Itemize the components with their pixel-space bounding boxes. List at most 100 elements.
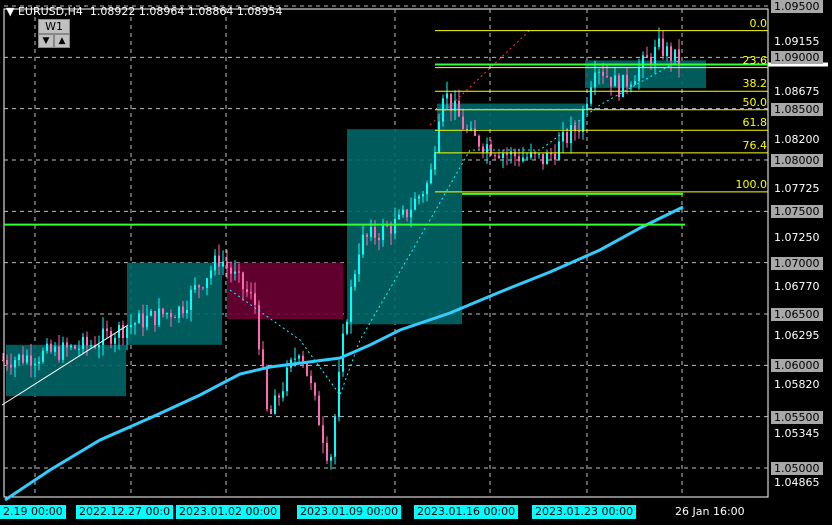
candle-body (258, 304, 260, 350)
fib-level-label: 23.6 (742, 53, 768, 67)
candle-body (90, 345, 92, 347)
price-axis-label: 1.06770 (774, 280, 820, 294)
candle-body (450, 93, 452, 111)
candle-body (226, 261, 228, 268)
candle-body (354, 274, 356, 287)
candle-body (214, 255, 216, 271)
price-axis-label: 1.07725 (774, 182, 820, 196)
price-axis-label: 1.06500 (771, 308, 823, 321)
candle-body (70, 345, 72, 348)
time-axis-label: 2023.01.23 00:00 (532, 505, 637, 519)
candle-body (358, 254, 360, 275)
price-axis-label: 1.09155 (774, 35, 820, 49)
candle-body (638, 67, 640, 82)
candle-body (502, 153, 504, 159)
time-axis-label: 2023.01.09 00:00 (297, 505, 402, 519)
candle-body (126, 327, 128, 338)
candle-body (10, 364, 12, 368)
candle-body (658, 38, 660, 47)
candle-body (518, 156, 520, 162)
candle-body (330, 456, 332, 461)
candle-body (42, 350, 44, 362)
candle-body (438, 121, 440, 153)
candle-body (182, 306, 184, 314)
candle-body (102, 328, 104, 345)
price-axis-label: 1.09000 (771, 51, 823, 65)
timeframe-button[interactable]: W1 (38, 19, 70, 34)
candle-body (570, 124, 572, 143)
fib-level-label: 76.4 (742, 138, 768, 152)
candle-body (98, 344, 100, 348)
candle-body (446, 93, 448, 99)
candle-body (298, 355, 300, 359)
candle-body (310, 375, 312, 384)
fib-level-label: 100.0 (735, 177, 768, 191)
price-axis-label: 1.06000 (771, 359, 823, 373)
timeframe-control: W1 ▼ ▲ (38, 19, 70, 48)
price-axis-label: 1.08675 (774, 84, 820, 98)
candle-body (178, 306, 180, 318)
candle-body (306, 361, 308, 376)
candle-body (150, 311, 152, 316)
candle-body (566, 131, 568, 143)
candle-body (34, 363, 36, 366)
candle-body (18, 354, 20, 361)
candle-body (122, 325, 124, 338)
candle-body (642, 55, 644, 68)
price-axis-label: 1.05345 (774, 426, 820, 440)
candle-body (646, 55, 648, 58)
candle-body (490, 144, 492, 156)
moving-average-line (4, 205, 684, 502)
candle-body (262, 349, 264, 367)
candle-body (326, 442, 328, 461)
candle-body (266, 366, 268, 410)
candle-body (406, 209, 408, 218)
candle-body (514, 151, 516, 157)
candle-body (630, 84, 632, 87)
candle-body (654, 46, 656, 64)
candle-body (162, 308, 164, 315)
candle-body (418, 196, 420, 199)
candle-body (282, 391, 284, 398)
candle-body (82, 336, 84, 349)
candle-body (374, 227, 376, 238)
candle-body (6, 360, 8, 365)
price-axis-label: 1.07000 (771, 256, 823, 270)
candle-body (274, 395, 276, 415)
candle-body (678, 49, 680, 66)
candle-body (634, 81, 636, 85)
candle-body (250, 292, 252, 294)
candle-body (602, 71, 604, 77)
candle-body (350, 286, 352, 322)
candle-body (618, 75, 620, 98)
candle-body (254, 293, 256, 305)
candle-body (66, 342, 68, 348)
collapse-icon[interactable]: ▼ (6, 5, 18, 18)
candle-body (58, 346, 60, 360)
symbol: EURUSD,H4 (17, 5, 83, 18)
candle-body (26, 355, 28, 363)
zone-box (227, 262, 343, 320)
price-axis-label: 1.08200 (774, 133, 820, 147)
candle-body (486, 144, 488, 153)
candle-body (590, 87, 592, 104)
candle-body (314, 383, 316, 396)
candle-body (14, 360, 16, 368)
time-axis-label: 2022.12.27 00:0 (76, 505, 174, 519)
candle-body (554, 153, 556, 160)
candle-body (470, 128, 472, 130)
fib-level-label: 61.8 (742, 116, 768, 130)
zone-box (347, 129, 462, 325)
candle-body (382, 225, 384, 241)
timeframe-up-icon[interactable]: ▲ (54, 34, 70, 48)
candle-body (574, 124, 576, 131)
timeframe-down-icon[interactable]: ▼ (38, 34, 54, 48)
candle-body (242, 272, 244, 290)
candle-body (234, 271, 236, 274)
price-axis-label: 1.08500 (771, 102, 823, 116)
candle-body (550, 153, 552, 155)
candle-body (318, 395, 320, 426)
candle-body (370, 227, 372, 237)
zigzag-line (229, 59, 681, 397)
